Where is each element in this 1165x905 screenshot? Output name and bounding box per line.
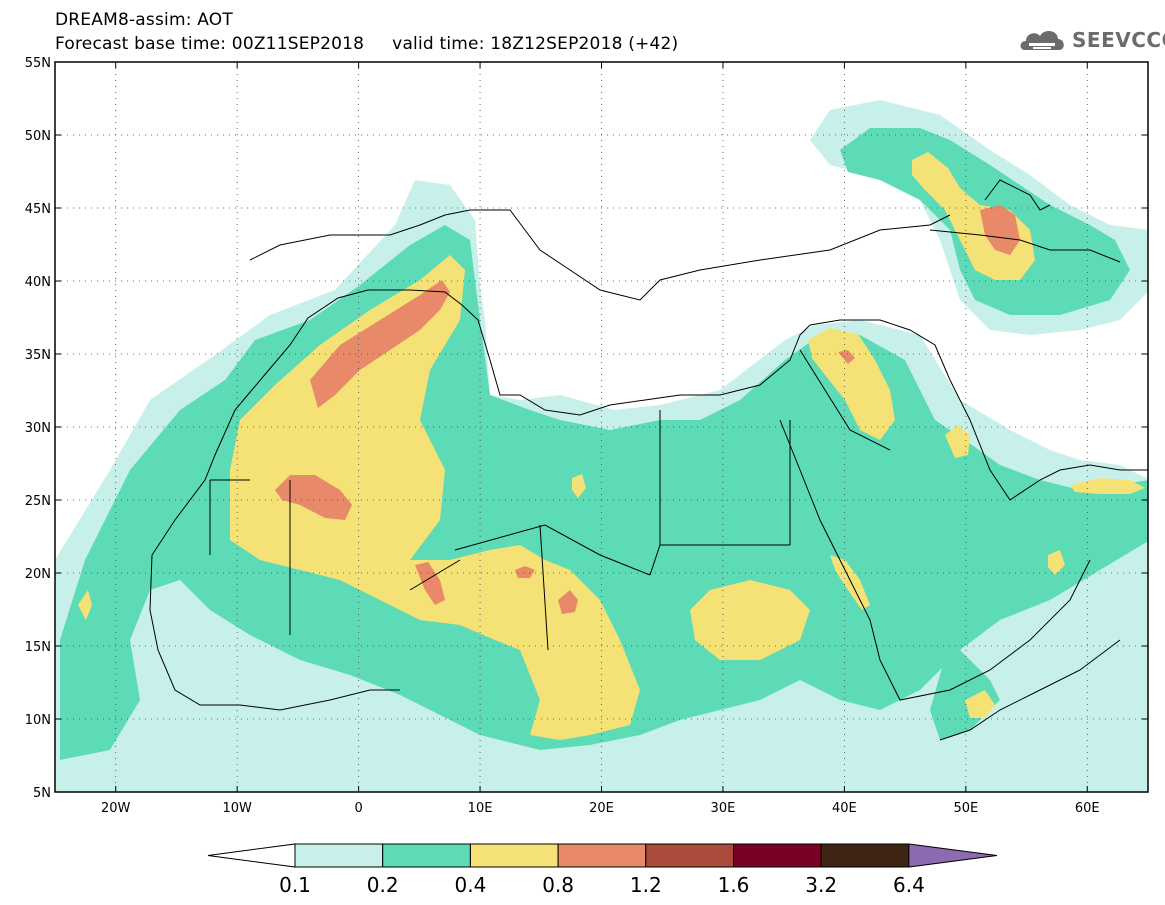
lon-tick-label: 10W bbox=[222, 801, 252, 816]
lat-tick-label: 30N bbox=[25, 421, 51, 436]
graticule bbox=[55, 62, 1148, 792]
colorbar-label: 0.2 bbox=[367, 873, 399, 897]
colorbar-swatch bbox=[645, 843, 734, 868]
lon-tick-label: 50E bbox=[953, 801, 978, 816]
colorbar-label: 0.1 bbox=[279, 873, 311, 897]
colorbar-low-arrow bbox=[207, 843, 296, 868]
lat-tick-label: 10N bbox=[25, 713, 51, 728]
colorbar-high-arrow bbox=[908, 843, 997, 868]
lat-tick-label: 35N bbox=[25, 348, 51, 363]
colorbar-label: 0.4 bbox=[454, 873, 486, 897]
colorbar-label: 1.6 bbox=[718, 873, 750, 897]
lat-tick-label: 55N bbox=[25, 56, 51, 71]
aot-field bbox=[55, 100, 1148, 792]
seevccc-logo: SEEVCCC bbox=[1017, 24, 1165, 56]
colorbar-label: 0.8 bbox=[542, 873, 574, 897]
colorbar-swatch bbox=[557, 843, 647, 868]
lat-tick-label: 5N bbox=[33, 786, 51, 801]
lon-tick-label: 30E bbox=[711, 801, 736, 816]
aot-band-0.8 bbox=[275, 205, 1020, 614]
colorbar-swatch bbox=[469, 843, 559, 868]
colorbar-swatch bbox=[294, 843, 384, 868]
lat-tick-label: 25N bbox=[25, 494, 51, 509]
forecast-time-subtitle: Forecast base time: 00Z11SEP2018 valid t… bbox=[55, 34, 679, 54]
lat-tick-label: 15N bbox=[25, 640, 51, 655]
lon-tick-label: 40E bbox=[832, 801, 857, 816]
colorbar-swatch bbox=[733, 843, 822, 868]
lon-tick-label: 20W bbox=[101, 801, 131, 816]
colorbar-swatch bbox=[820, 843, 910, 868]
colorbar-swatch bbox=[382, 843, 471, 868]
lon-tick-label: 60E bbox=[1075, 801, 1100, 816]
lat-tick-label: 40N bbox=[25, 275, 51, 290]
map-title: DREAM8-assim: AOT bbox=[55, 10, 233, 30]
logo-text: SEEVCCC bbox=[1072, 28, 1165, 52]
cloud-logo-icon bbox=[1020, 30, 1064, 50]
lon-tick-label: 20E bbox=[589, 801, 614, 816]
colorbar-label: 6.4 bbox=[893, 873, 925, 897]
map-axes: 5N 10N 15N 20N 25N 30N 35N 40N 45N 50N 55N 20W 10W 0 1… bbox=[25, 56, 1148, 816]
lat-tick-label: 20N bbox=[25, 567, 51, 582]
colorbar-label: 1.2 bbox=[630, 873, 662, 897]
lat-tick-label: 50N bbox=[25, 129, 51, 144]
coastlines bbox=[149, 179, 1148, 741]
lat-tick-label: 45N bbox=[25, 202, 51, 217]
lon-tick-label: 0 bbox=[354, 801, 362, 816]
colorbar-label: 3.2 bbox=[805, 873, 837, 897]
lon-tick-label: 10E bbox=[468, 801, 493, 816]
colorbar: 0.1 0.2 0.4 0.8 1.2 1.6 3.2 6.4 bbox=[207, 843, 997, 897]
